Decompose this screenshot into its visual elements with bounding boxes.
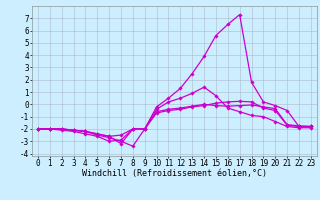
X-axis label: Windchill (Refroidissement éolien,°C): Windchill (Refroidissement éolien,°C) [82,169,267,178]
